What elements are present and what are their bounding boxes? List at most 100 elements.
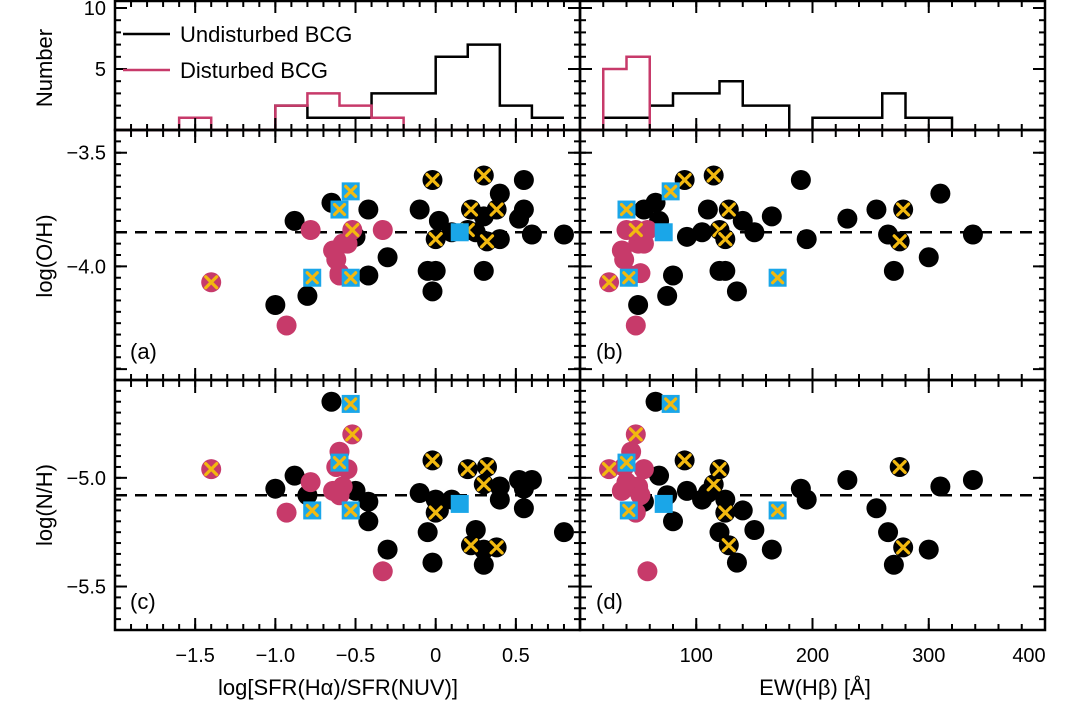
data-point-d-undisturbed: [866, 498, 887, 519]
data-point-a-undisturbed_x: [425, 229, 446, 250]
data-point-c-undisturbed: [513, 498, 534, 519]
point-circle: [422, 281, 443, 302]
data-point-b-disturbed_x: [625, 220, 646, 240]
data-point-c-disturbed: [276, 502, 297, 523]
y-tick-label-mid: −4.0: [67, 256, 106, 278]
point-circle: [489, 183, 510, 204]
data-point-a-undisturbed: [425, 260, 446, 281]
point-circle: [692, 489, 713, 510]
cross-stroke: [601, 462, 617, 477]
data-point-d-undisturbed: [918, 539, 939, 560]
point-circle: [726, 552, 747, 573]
data-point-b-undisturbed: [726, 281, 747, 302]
data-point-a-undisturbed: [422, 281, 443, 302]
x-tick-label-right: 100: [680, 645, 713, 667]
cross-stroke: [305, 503, 319, 518]
data-point-d-undisturbed_x: [709, 459, 730, 480]
point-circle: [473, 260, 494, 281]
data-point-c-undisturbed: [521, 470, 542, 490]
panel-label-b: (b): [596, 339, 623, 364]
point-circle: [300, 472, 321, 493]
data-point-a-undisturbed: [358, 265, 379, 286]
data-point-b-undisturbed: [790, 170, 811, 190]
cross-stroke: [677, 172, 692, 188]
data-point-d-undisturbed: [930, 476, 951, 497]
point-circle: [300, 220, 321, 240]
data-point-c-undisturbed: [417, 522, 438, 543]
data-point-b-undisturbed: [676, 226, 697, 247]
point-circle: [614, 249, 635, 270]
point-circle: [761, 206, 782, 227]
cross-stroke: [425, 172, 440, 188]
y-tick-label-bot: −5.0: [67, 468, 106, 490]
data-point-b-undisturbed_x: [893, 199, 914, 220]
data-point-a-undisturbed: [489, 183, 510, 204]
cross-stroke: [489, 540, 504, 555]
data-point-c-undisturbed_x: [473, 474, 494, 495]
point-circle: [676, 226, 697, 247]
point-circle: [428, 210, 449, 231]
data-point-b-special_x: [619, 268, 638, 287]
cross-stroke: [344, 271, 358, 285]
point-circle: [297, 285, 318, 306]
data-point-c-special_x: [303, 501, 322, 520]
data-point-a-undisturbed: [377, 247, 398, 268]
data-point-b-undisturbed: [918, 247, 939, 268]
cross-stroke: [476, 168, 491, 183]
y-tick-label-top: 10: [84, 0, 106, 20]
data-point-d-disturbed: [630, 485, 651, 506]
data-point-a-disturbed: [372, 220, 393, 240]
point-circle: [796, 229, 817, 250]
panel-label-a: (a): [130, 339, 157, 364]
cross-stroke: [305, 271, 319, 285]
cross-stroke: [428, 505, 443, 520]
data-point-b-disturbed: [614, 249, 635, 270]
point-circle: [276, 315, 297, 336]
data-point-c-undisturbed: [265, 478, 286, 499]
point-circle: [521, 470, 542, 490]
axis-ticks: −1.5 −1.0 −0.5 0 0.5 100 200 300 400 5 10 −3.5 −4.0 −…: [67, 0, 1046, 667]
point-circle: [329, 485, 350, 506]
cross-stroke: [622, 271, 636, 285]
hist-right-undisturbed: [580, 79, 976, 132]
cross-stroke: [425, 453, 440, 468]
data-point-d-undisturbed: [676, 480, 697, 501]
data-point-d-undisturbed: [744, 520, 765, 540]
data-point-b-special: [654, 223, 673, 242]
point-circle: [930, 476, 951, 497]
cross-stroke: [344, 503, 358, 518]
cross-stroke: [896, 202, 911, 217]
data-point-d-undisturbed: [883, 554, 904, 575]
x-axis-label-right: EW(Hβ) [Å]: [759, 675, 871, 700]
data-point-d-disturbed: [611, 480, 632, 501]
point-circle: [790, 170, 811, 190]
point-circle: [726, 281, 747, 302]
point-circle: [744, 520, 765, 540]
x-tick-label-right: 200: [796, 645, 829, 667]
data-point-a-special_x: [341, 182, 360, 201]
point-circle: [417, 522, 438, 543]
cross-stroke: [204, 275, 219, 290]
point-circle: [372, 561, 393, 582]
data-point-c-undisturbed: [553, 522, 574, 543]
data-point-b-disturbed_x: [599, 272, 620, 293]
point-circle: [657, 285, 678, 306]
data-point-a-undisturbed_x: [486, 199, 507, 220]
cross-stroke: [619, 456, 634, 470]
point-circle: [465, 520, 486, 540]
data-point-b-undisturbed_x: [715, 229, 736, 250]
cross-stroke: [628, 222, 643, 238]
data-point-c-undisturbed: [489, 476, 510, 497]
point-circle: [663, 511, 683, 532]
data-point-b-undisturbed: [744, 222, 765, 243]
cross-stroke: [489, 202, 504, 217]
point-circle: [732, 500, 753, 521]
legend: Undisturbed BCG Disturbed BCG: [123, 22, 352, 83]
point-circle: [553, 224, 574, 245]
data-point-d-special_x: [617, 453, 636, 472]
point-circle: [649, 465, 670, 486]
point-circle: [883, 260, 904, 281]
data-point-a-undisturbed: [473, 260, 494, 281]
point-circle: [409, 199, 430, 220]
